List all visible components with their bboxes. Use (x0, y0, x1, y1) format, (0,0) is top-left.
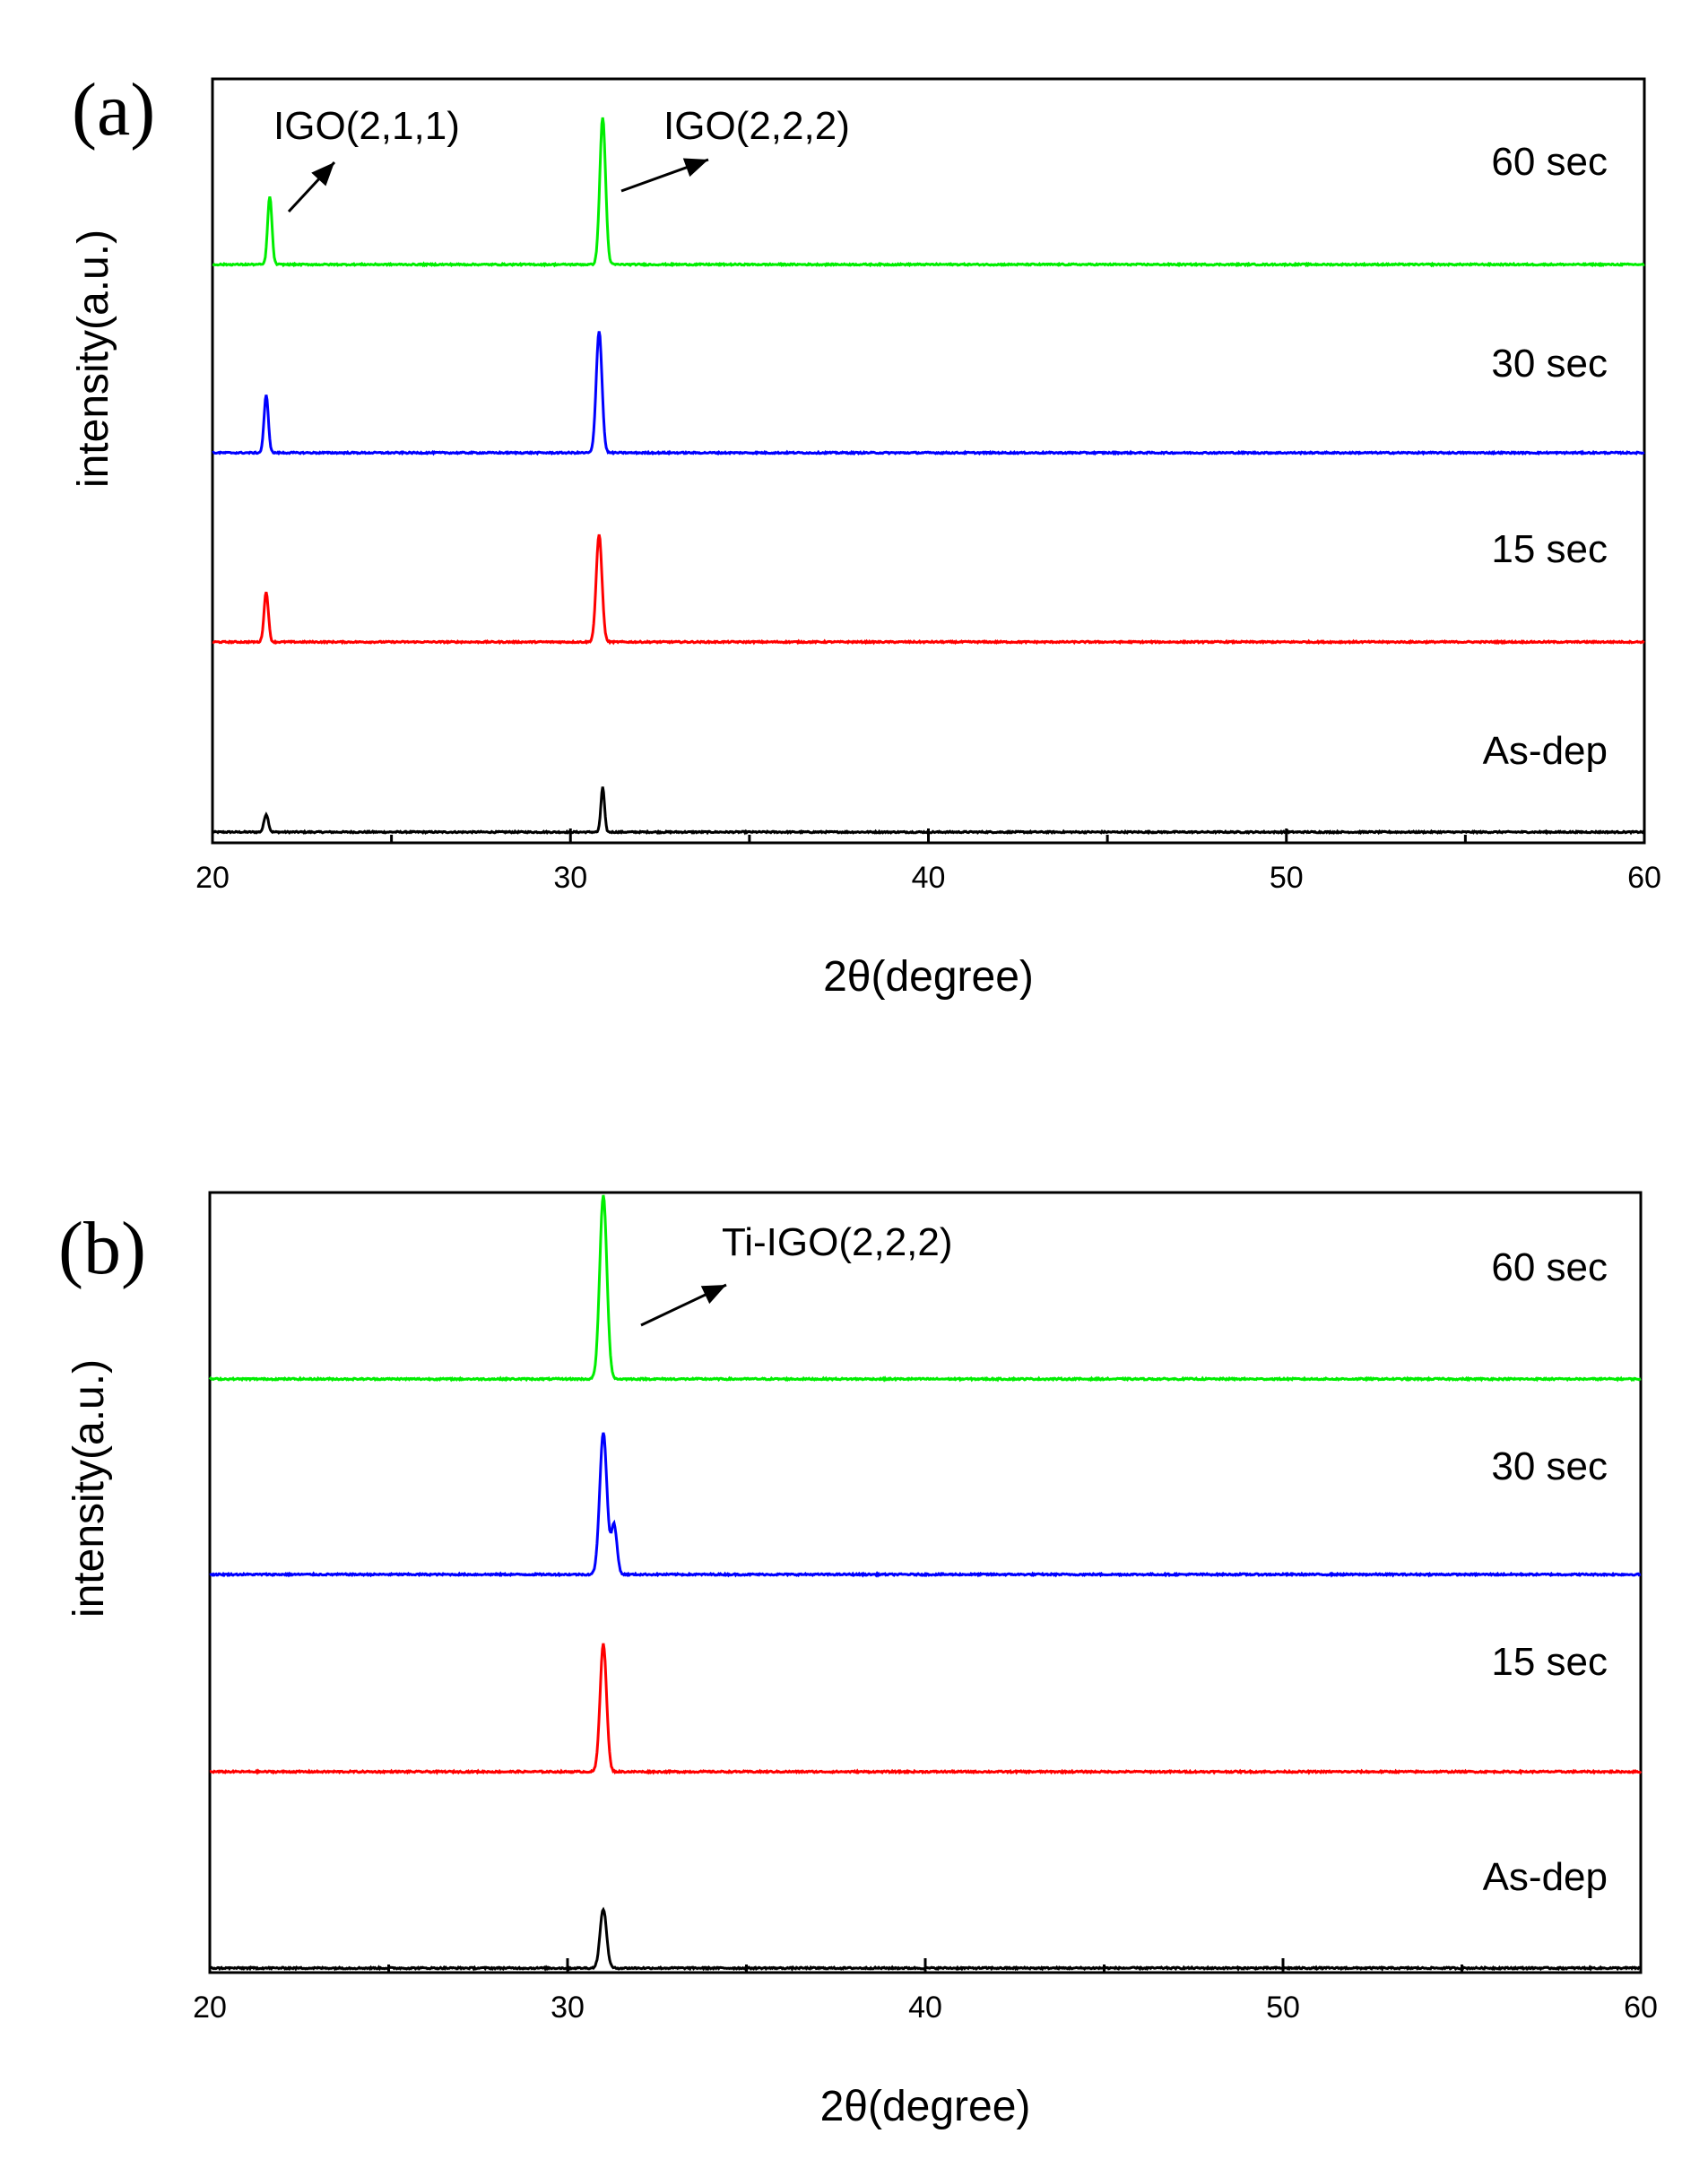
series-label: As-dep (1483, 729, 1608, 773)
x-tick-label: 20 (195, 861, 230, 895)
x-tick-label: 50 (1266, 1991, 1300, 2025)
x-tick-label: 40 (908, 1991, 942, 2025)
series-label: 15 sec (1491, 1640, 1608, 1684)
series-label: As-dep (1483, 1855, 1608, 1899)
x-tick-label: 50 (1270, 861, 1304, 895)
series-label: 60 sec (1491, 1245, 1608, 1289)
series-label: 60 sec (1491, 140, 1608, 184)
series-line-15-sec (212, 533, 1645, 646)
annotation-arrowhead-icon (311, 162, 334, 186)
x-tick-label: 60 (1627, 861, 1661, 895)
peak-annotation-label: IGO(2,1,1) (273, 104, 460, 148)
x-tick-label: 20 (193, 1991, 227, 2025)
y-axis-title: intensity(a.u.) (65, 1359, 113, 1618)
series-line-as-dep (209, 1906, 1642, 1972)
series-line-as-dep (212, 786, 1645, 836)
plot-frame (208, 1191, 1643, 1974)
series-label: 30 sec (1491, 342, 1608, 386)
chart-panel-0: 20 30 40 50 60 2θ(degree) intensity(a.u.) (a) As… (70, 68, 1661, 1001)
peak-annotation-label: Ti-IGO(2,2,2) (722, 1220, 953, 1264)
x-axis-title: 2θ(degree) (823, 953, 1034, 1001)
panel-label: (b) (58, 1207, 146, 1290)
x-tick-label: 40 (912, 861, 946, 895)
series-line-60-sec (208, 1194, 1642, 1383)
chart-panel-1: 20 30 40 50 60 2θ(degree) intensity(a.u.) (b) As… (58, 1191, 1658, 2130)
series-label: 15 sec (1491, 527, 1608, 571)
x-tick-label: 30 (553, 861, 587, 895)
x-tick-label: 60 (1624, 1991, 1658, 2025)
peak-annotation-label: IGO(2,2,2) (663, 104, 850, 148)
y-axis-title: intensity(a.u.) (70, 230, 117, 488)
series-line-15-sec (209, 1643, 1643, 1775)
plot-frame (211, 77, 1646, 845)
annotation-arrowhead-icon (700, 1285, 726, 1305)
x-axis-title: 2θ(degree) (820, 2083, 1031, 2130)
annotation-arrowhead-icon (682, 158, 708, 178)
series-line-60-sec (212, 117, 1645, 268)
panel-label: (a) (72, 68, 155, 152)
series-line-30-sec (209, 1432, 1642, 1578)
series-label: 30 sec (1491, 1444, 1608, 1488)
x-tick-label: 30 (551, 1991, 585, 2025)
series-line-30-sec (212, 331, 1645, 456)
